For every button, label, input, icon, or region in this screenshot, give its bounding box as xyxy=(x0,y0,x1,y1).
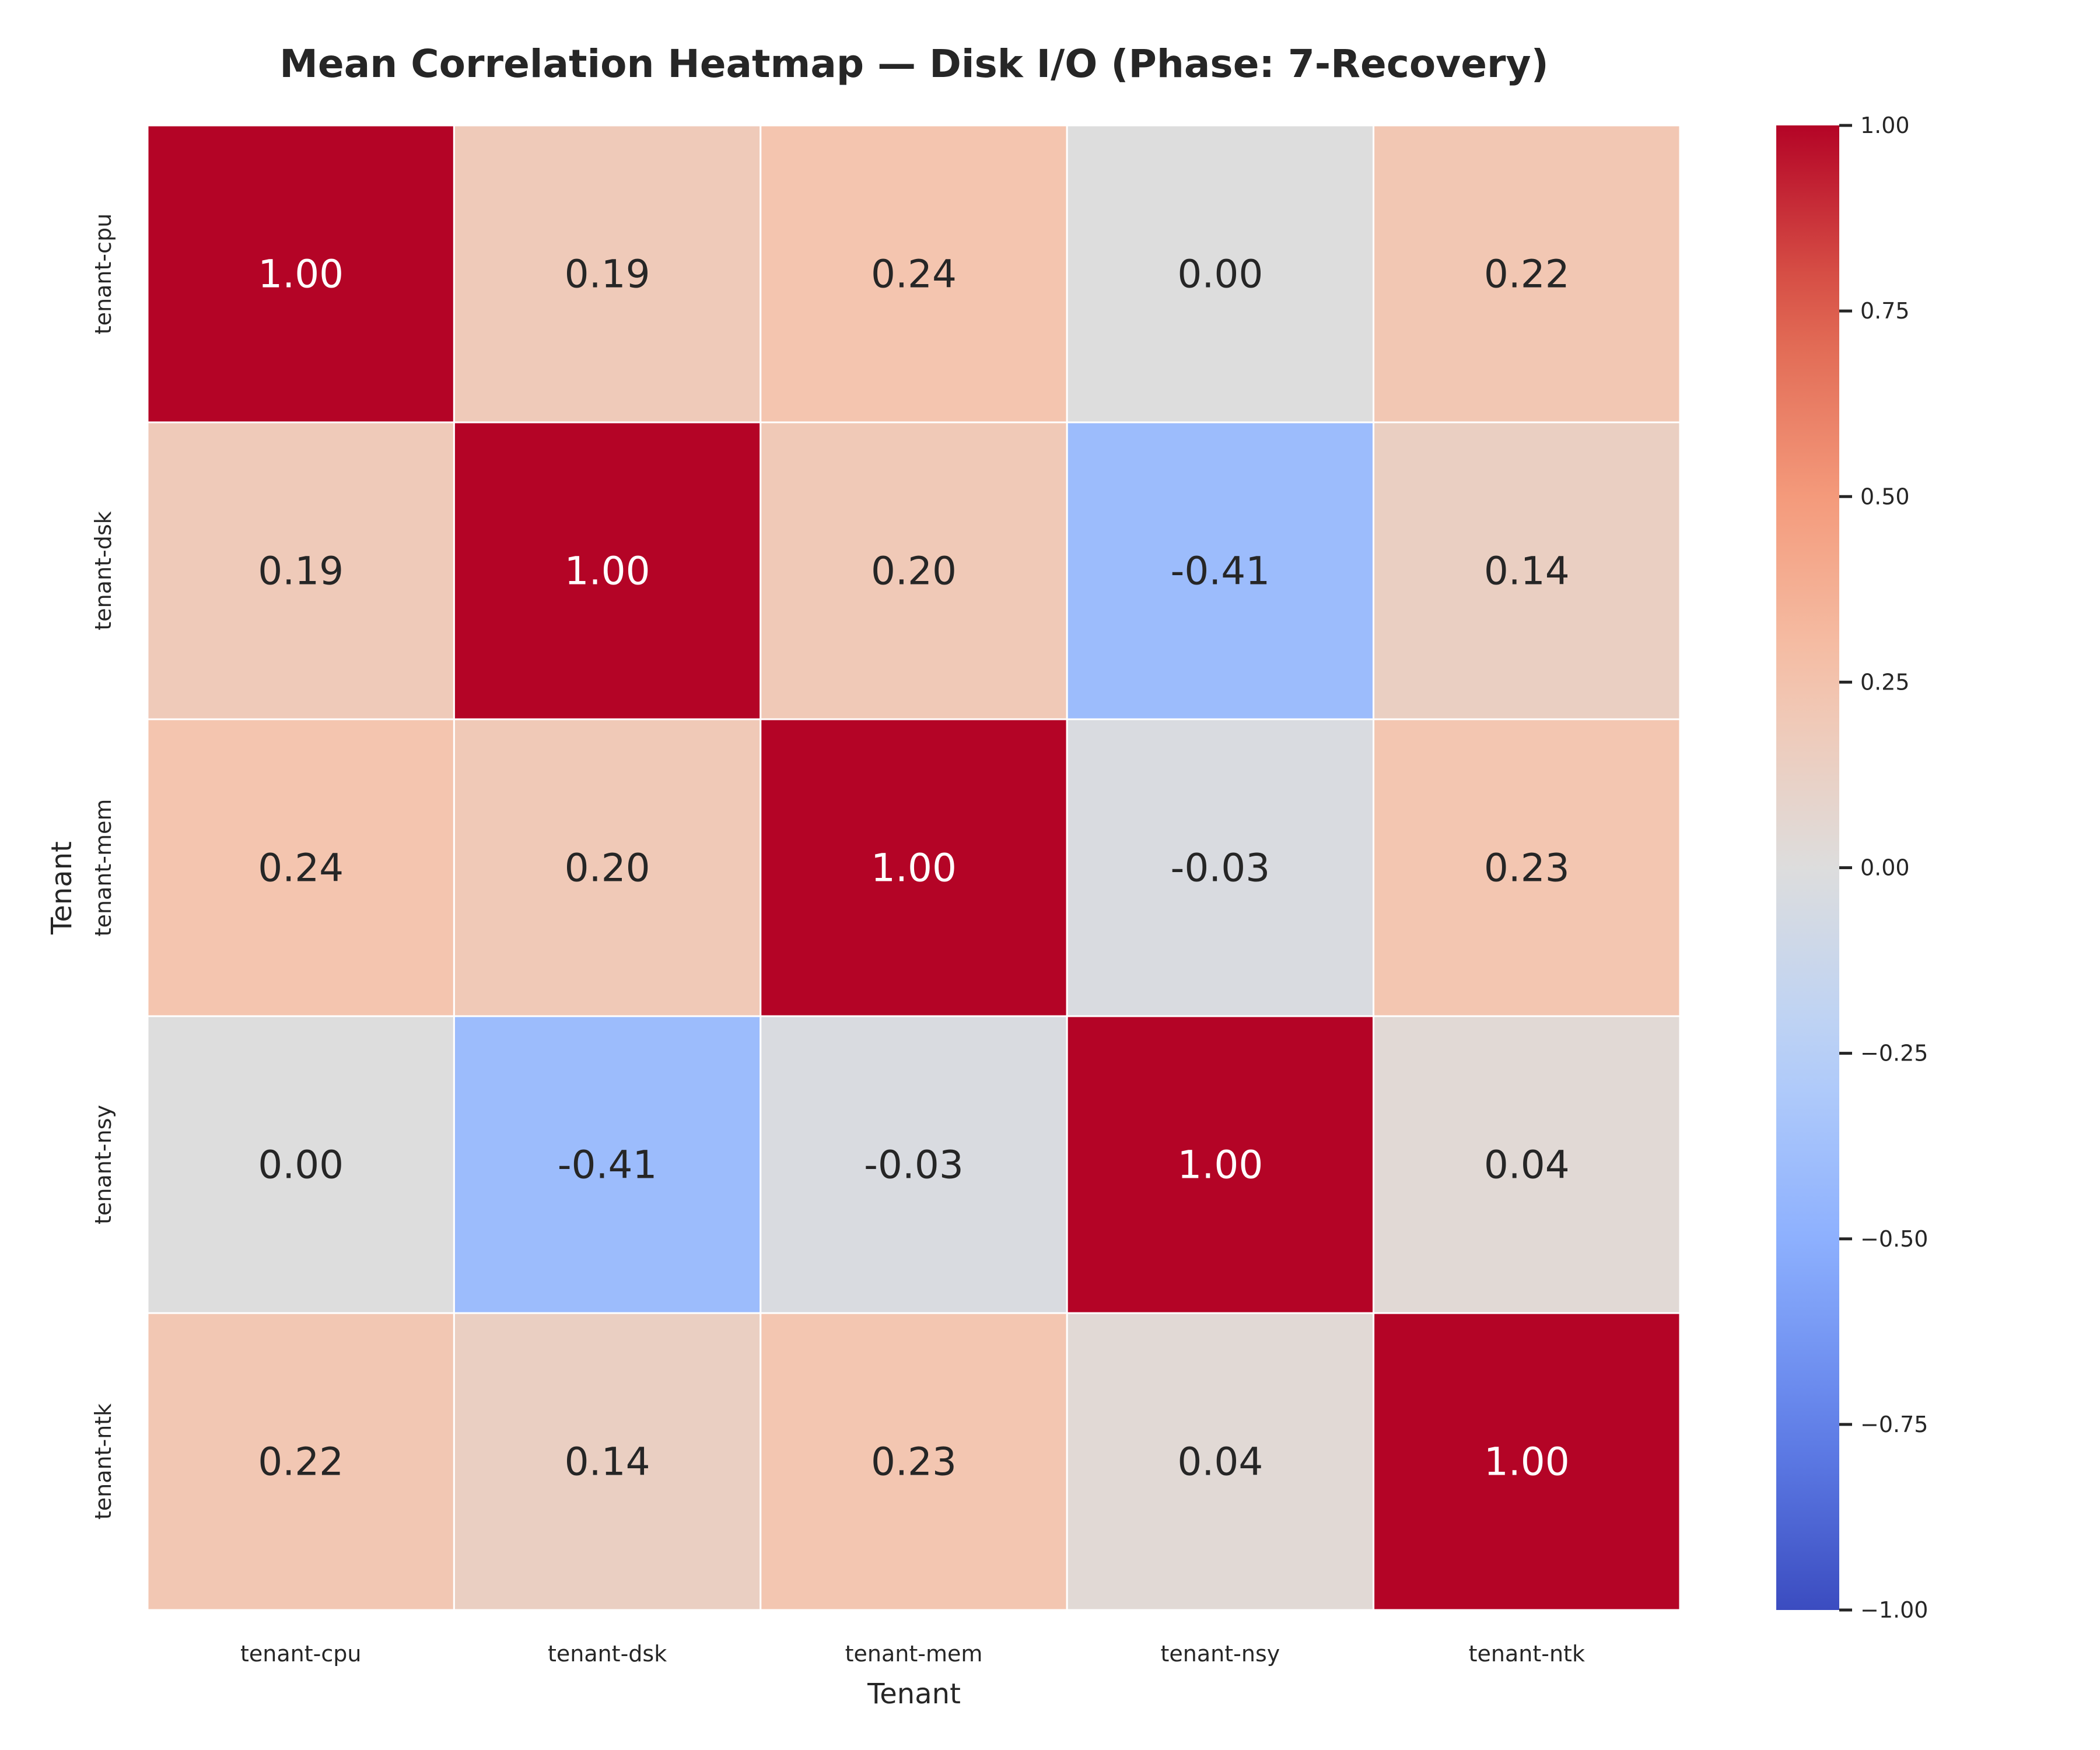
heatmap-cell-tenant-mem-tenant-ntk xyxy=(1373,718,1681,1017)
heatmap-cell-label: 1.00 xyxy=(1484,1440,1570,1485)
heatmap-cell-label: 1.00 xyxy=(565,549,650,594)
heatmap-cell-tenant-nsy-tenant-dsk xyxy=(453,1015,762,1314)
x-tick-label: tenant-dsk xyxy=(548,1641,667,1667)
heatmap-cell-label: 0.22 xyxy=(1484,252,1570,297)
heatmap-cell-tenant-dsk-tenant-cpu xyxy=(146,421,455,720)
heatmap-cell-label: 0.00 xyxy=(258,1143,344,1188)
y-tick-label: tenant-dsk xyxy=(90,511,116,630)
heatmap-cell-tenant-nsy-tenant-mem xyxy=(760,1015,1068,1314)
y-tick-label: tenant-ntk xyxy=(90,1404,116,1520)
colorbar-tick-label: 1.00 xyxy=(1860,113,1910,138)
heatmap-cell-label: -0.41 xyxy=(1171,549,1270,594)
heatmap-cell-label: 0.20 xyxy=(871,549,957,594)
heatmap-cell-label: -0.03 xyxy=(864,1143,964,1188)
heatmap-cell-tenant-mem-tenant-nsy xyxy=(1066,718,1375,1017)
heatmap-cell-label: 0.24 xyxy=(871,252,957,297)
x-tick-label: tenant-mem xyxy=(845,1641,983,1667)
heatmap-cell-tenant-nsy-tenant-ntk xyxy=(1373,1015,1681,1314)
heatmap-cell-tenant-cpu-tenant-dsk xyxy=(453,124,762,424)
heatmap-cell-tenant-cpu-tenant-cpu xyxy=(146,124,455,424)
y-tick-label: tenant-nsy xyxy=(90,1105,116,1224)
heatmap-cell-label: 1.00 xyxy=(871,846,957,891)
heatmap-cell-label: -0.41 xyxy=(558,1143,657,1188)
colorbar-tick-label: 0.50 xyxy=(1860,484,1910,509)
colorbar-tick-label: −0.75 xyxy=(1860,1412,1928,1437)
colorbar-tick-label: −0.25 xyxy=(1860,1041,1928,1066)
heatmap-cell-label: 0.00 xyxy=(1177,252,1263,297)
heatmap-cell-label: 0.24 xyxy=(258,846,344,891)
heatmap-cell-label: 0.14 xyxy=(565,1440,650,1485)
x-tick-label: tenant-ntk xyxy=(1469,1641,1585,1667)
heatmap-cell-tenant-dsk-tenant-ntk xyxy=(1373,421,1681,720)
colorbar-tick-label: 0.25 xyxy=(1860,669,1910,695)
heatmap-cell-label: 0.22 xyxy=(258,1440,344,1485)
colorbar-tick-label: −0.50 xyxy=(1860,1226,1928,1252)
heatmap-cell-label: 0.04 xyxy=(1484,1143,1570,1188)
y-tick-label: tenant-mem xyxy=(90,799,116,937)
colorbar: 1.00 0.75 0.50 0.25 0.00 −0.25 −0.50 −0.75 −1.00 xyxy=(1776,113,1928,1623)
heatmap-cell-tenant-cpu-tenant-ntk xyxy=(1373,124,1681,424)
heatmap-cell-label: 0.23 xyxy=(871,1440,957,1485)
x-tick-label: tenant-cpu xyxy=(240,1641,361,1667)
heatmap-cell-label: 0.23 xyxy=(1484,846,1570,891)
colorbar-tick-label: 0.00 xyxy=(1860,855,1910,881)
heatmap-cell-label: 1.00 xyxy=(1177,1143,1263,1188)
heatmap-cell-label: 0.20 xyxy=(565,846,650,891)
x-axis-label: Tenant xyxy=(867,1678,961,1710)
y-axis-label: Tenant xyxy=(46,841,78,935)
heatmap-cell-label: 0.19 xyxy=(565,252,650,297)
heatmap-cell-tenant-nsy-tenant-nsy xyxy=(1066,1015,1375,1314)
heatmap-cell-tenant-cpu-tenant-mem xyxy=(760,124,1068,424)
x-axis-ticks: tenant-cpu tenant-dsk tenant-mem tenant-nsy… xyxy=(240,1641,1585,1667)
x-tick-label: tenant-nsy xyxy=(1161,1641,1280,1667)
y-axis-ticks: tenant-cpu tenant-dsk tenant-mem tenant-nsy… xyxy=(90,214,116,1520)
colorbar-ticks: 1.00 0.75 0.50 0.25 0.00 −0.25 −0.50 −0.75 −1.00 xyxy=(1839,113,1928,1623)
colorbar-gradient xyxy=(1776,125,1839,1610)
chart-title: Mean Correlation Heatmap — Disk I/O (Pha… xyxy=(279,41,1549,86)
colorbar-tick-label: 0.75 xyxy=(1860,298,1910,324)
y-tick-label: tenant-cpu xyxy=(90,214,116,334)
heatmap-cell-tenant-ntk-tenant-cpu xyxy=(146,1312,455,1611)
heatmap-cell-label: -0.03 xyxy=(1171,846,1270,891)
heatmap-cell-tenant-ntk-tenant-mem xyxy=(760,1312,1068,1611)
heatmap-cell-tenant-dsk-tenant-dsk xyxy=(453,421,762,720)
heatmap-cell-tenant-mem-tenant-mem xyxy=(760,718,1068,1017)
heatmap-cell-label: 0.19 xyxy=(258,549,344,594)
heatmap-cell-tenant-nsy-tenant-cpu xyxy=(146,1015,455,1314)
heatmap-cell-tenant-ntk-tenant-dsk xyxy=(453,1312,762,1611)
heatmap-cell-tenant-mem-tenant-dsk xyxy=(453,718,762,1017)
heatmap-cell-tenant-dsk-tenant-mem xyxy=(760,421,1068,720)
colorbar-tick-label: −1.00 xyxy=(1860,1597,1928,1623)
heatmap-cell-label: 0.14 xyxy=(1484,549,1570,594)
heatmap-cells: 1.00 0.19 0.24 0.00 0.22 0.19 1.00 0.20 -0.41 0.1… xyxy=(146,124,1681,1611)
heatmap-cell-tenant-cpu-tenant-nsy xyxy=(1066,124,1375,424)
heatmap-cell-tenant-ntk-tenant-ntk xyxy=(1373,1312,1681,1611)
heatmap-cell-label: 0.04 xyxy=(1177,1440,1263,1485)
heatmap-cell-label: 1.00 xyxy=(258,252,344,297)
